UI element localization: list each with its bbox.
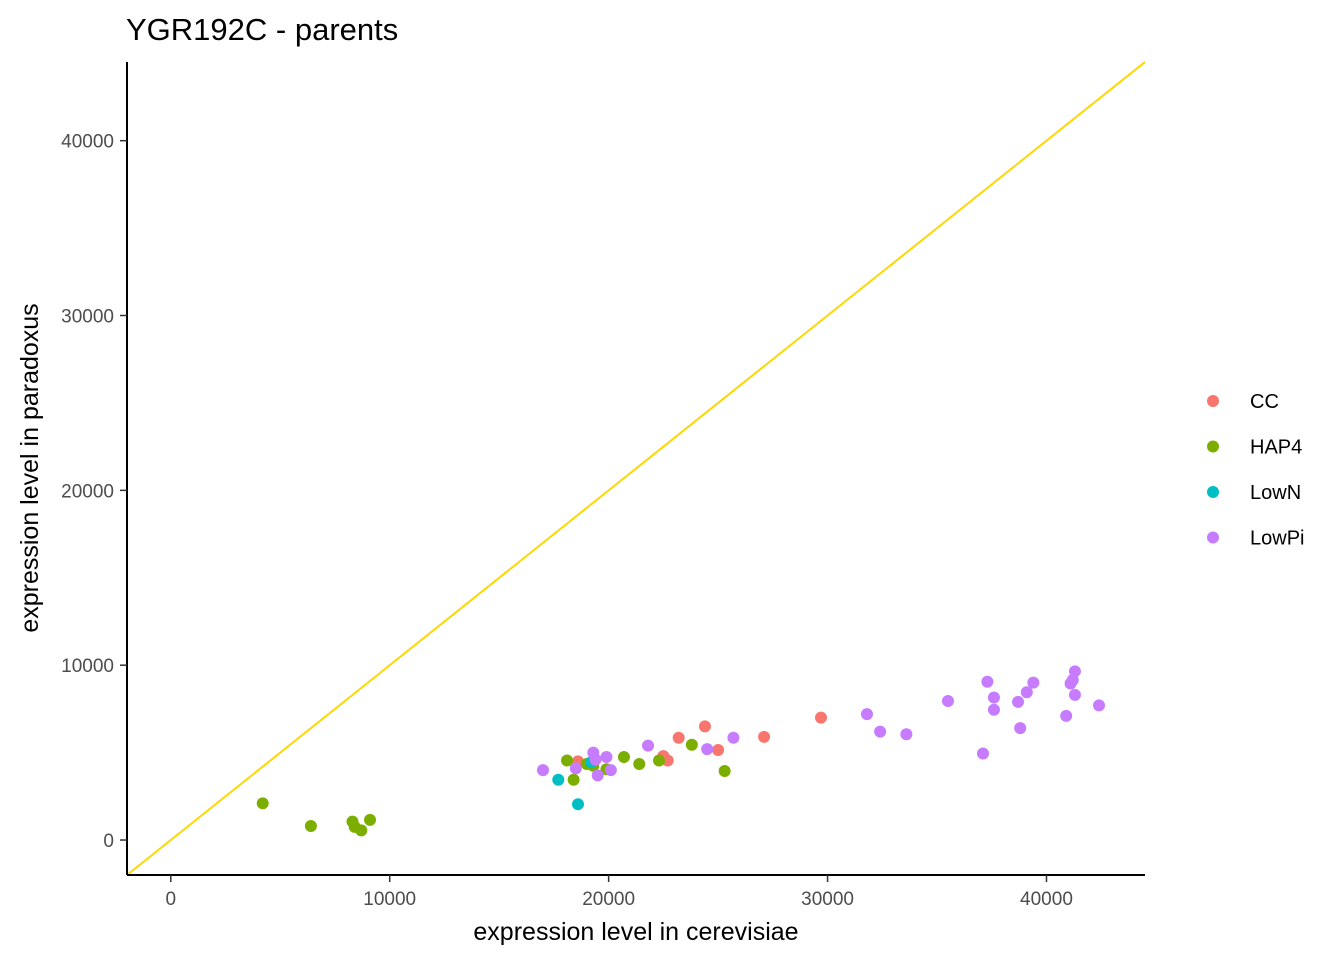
data-point-lowpi — [1093, 699, 1106, 712]
data-point-lowpi — [1014, 722, 1027, 735]
legend: CC HAP4 LowN LowPi — [1207, 391, 1304, 550]
chart-title: YGR192C - parents — [126, 12, 398, 47]
legend-item-hap4: HAP4 — [1207, 437, 1302, 459]
data-point-lowpi — [860, 708, 873, 721]
data-point-lown — [571, 798, 584, 811]
data-point-hap4 — [256, 797, 269, 810]
data-point-hap4 — [633, 757, 646, 770]
legend-label: HAP4 — [1250, 437, 1302, 459]
data-point-lowpi — [981, 675, 994, 688]
data-point-hap4 — [652, 754, 665, 767]
data-point-hap4 — [364, 813, 377, 826]
data-point-lowpi — [941, 695, 954, 708]
data-point-cc — [758, 730, 771, 743]
data-point-lowpi — [987, 691, 1000, 704]
data-point-lowpi — [642, 739, 655, 752]
data-point-lowpi — [591, 769, 604, 782]
identity-line — [126, 61, 1146, 876]
legend-item-lown: LowN — [1207, 482, 1301, 504]
data-point-hap4 — [718, 764, 731, 777]
data-point-lowpi — [600, 750, 613, 763]
legend-swatch — [1207, 395, 1219, 407]
y-tick-label: 20000 — [61, 481, 114, 502]
x-tick-label: 30000 — [801, 889, 854, 910]
plot-area — [126, 61, 1146, 876]
legend-swatch — [1207, 531, 1219, 544]
x-tick-label: 0 — [165, 889, 176, 910]
legend-label: CC — [1250, 391, 1279, 413]
legend-swatch — [1207, 486, 1219, 498]
y-tick-label: 40000 — [61, 132, 114, 153]
legend-item-lowpi: LowPi — [1207, 528, 1304, 550]
data-point-lowpi — [900, 728, 913, 741]
data-point-hap4 — [561, 754, 574, 767]
data-point-hap4 — [567, 773, 580, 786]
y-tick-label: 30000 — [61, 307, 114, 328]
data-point-lowpi — [1068, 665, 1081, 678]
data-point-hap4 — [355, 824, 368, 837]
x-axis-ticks: 0 10000 20000 30000 40000 — [165, 875, 1073, 910]
data-point-hap4 — [304, 820, 317, 833]
data-point-lowpi — [1020, 686, 1033, 699]
data-point-hap4 — [617, 750, 630, 763]
y-tick-label: 0 — [103, 831, 114, 852]
data-point-lowpi — [976, 747, 989, 760]
data-point-lowpi — [1060, 709, 1073, 722]
series-cc — [571, 711, 827, 768]
x-axis-title: expression level in cerevisiae — [473, 918, 798, 946]
y-tick-label: 10000 — [61, 656, 114, 677]
data-point-lowpi — [1027, 676, 1040, 689]
data-point-lowpi — [536, 764, 549, 777]
legend-label: LowPi — [1250, 528, 1304, 550]
data-point-cc — [661, 754, 674, 767]
x-tick-label: 20000 — [582, 889, 635, 910]
data-point-lowpi — [874, 725, 887, 738]
data-point-hap4 — [685, 738, 698, 751]
data-point-lowpi — [569, 762, 582, 775]
x-tick-label: 10000 — [363, 889, 416, 910]
series-lowpi — [536, 665, 1106, 782]
legend-item-cc: CC — [1207, 391, 1279, 413]
data-point-cc — [814, 711, 827, 724]
data-point-lowpi — [1012, 695, 1025, 708]
data-point-lowpi — [1068, 688, 1081, 701]
legend-label: LowN — [1250, 482, 1301, 504]
data-point-cc — [672, 731, 685, 744]
legend-swatch — [1207, 440, 1219, 453]
data-point-lowpi — [727, 731, 740, 744]
x-tick-label: 40000 — [1020, 889, 1073, 910]
data-point-cc — [698, 720, 711, 733]
data-point-cc — [712, 743, 725, 756]
data-point-lowpi — [701, 743, 714, 756]
data-point-lowpi — [589, 753, 602, 766]
data-point-lowpi — [987, 703, 1000, 716]
data-point-lown — [552, 773, 565, 786]
data-point-lowpi — [604, 764, 617, 777]
y-axis-ticks: 0 10000 20000 30000 40000 — [61, 132, 127, 852]
y-axis-title: expression level in paradoxus — [16, 303, 44, 632]
